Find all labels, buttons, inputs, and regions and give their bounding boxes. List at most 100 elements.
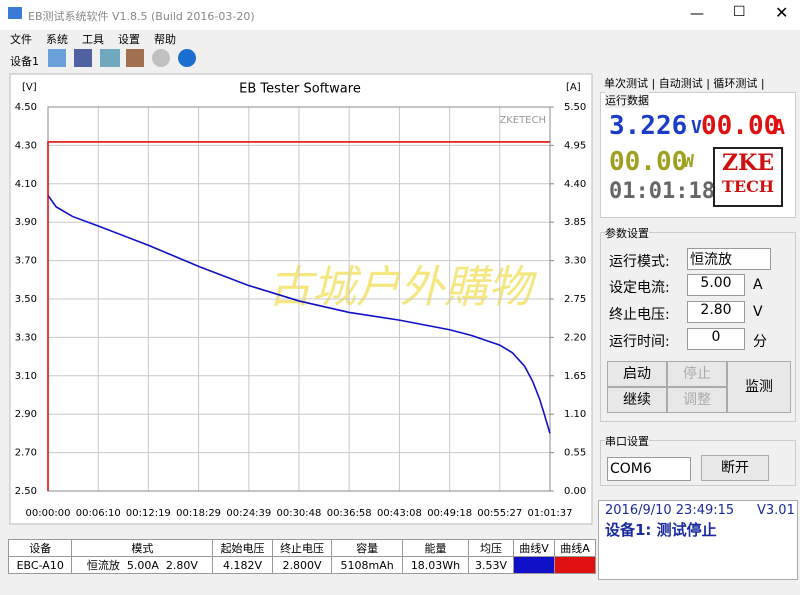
- y-tick-label: 2.50: [15, 486, 37, 497]
- time-input[interactable]: 0: [687, 328, 745, 350]
- menu-item[interactable]: 文件: [10, 33, 32, 46]
- param-label: 运行模式:: [609, 254, 670, 270]
- y-tick-label: 3.30: [15, 332, 37, 343]
- open-icon[interactable]: [48, 49, 66, 67]
- watermark: 古城户外購物: [268, 262, 538, 313]
- series-line: [47, 141, 550, 491]
- y-tick-label: 3.50: [15, 294, 37, 305]
- y-tick-label: 3.70: [15, 256, 37, 267]
- run-data-group: 运行数据 3.226 V 00.00 A 00.00 W 01:01:18 ZK…: [600, 92, 796, 218]
- port-select[interactable]: COM6: [607, 457, 691, 481]
- disconnect-button[interactable]: 断开: [701, 455, 769, 481]
- start-button[interactable]: 启动: [607, 361, 667, 387]
- power-display: 00.00: [609, 147, 688, 177]
- x-tick-label: 00:49:18: [427, 508, 472, 519]
- table-header: 模式: [71, 539, 214, 557]
- tools-icon[interactable]: [126, 49, 144, 67]
- menu-item[interactable]: 系统: [46, 33, 68, 46]
- color-swatch: [513, 556, 555, 574]
- logo: ZKE TECH: [713, 147, 783, 207]
- serial-group: 串口设置 COM6 断开: [600, 433, 796, 486]
- param-unit: V: [753, 304, 763, 320]
- x-tick-label: 00:55:27: [477, 508, 522, 519]
- status-message: 设备1: 测试停止: [605, 521, 717, 539]
- y-tick-label: 4.30: [15, 140, 37, 151]
- chart-icon[interactable]: [100, 49, 120, 67]
- voltage-display: 3.226: [609, 111, 688, 141]
- y-axis-label: [V]: [22, 82, 37, 93]
- mode-select[interactable]: 恒流放: [687, 248, 771, 270]
- table-cell: EBC-A10: [7, 556, 73, 574]
- power-unit: W: [683, 151, 694, 172]
- y-tick-label: 4.50: [15, 102, 37, 113]
- y-tick-label: 2.90: [15, 409, 37, 420]
- y2-tick-label: 1.65: [564, 371, 586, 382]
- continue-button[interactable]: 继续: [607, 387, 667, 413]
- voltage-unit: V: [691, 117, 702, 138]
- x-tick-label: 01:01:37: [528, 508, 573, 519]
- maximize[interactable]: ☐: [733, 4, 746, 20]
- adjust-button[interactable]: 调整: [667, 387, 727, 413]
- y2-axis-label: [A]: [566, 82, 581, 93]
- table-header: 曲线V: [513, 539, 555, 557]
- table-cell: 2.800V: [271, 556, 333, 574]
- y2-tick-label: 2.20: [564, 332, 586, 343]
- x-tick-label: 00:18:29: [176, 508, 221, 519]
- group-title: 运行数据: [605, 92, 649, 108]
- series-line: [47, 194, 551, 434]
- y-tick-label: 3.90: [15, 217, 37, 228]
- y2-tick-label: 4.95: [564, 140, 586, 151]
- close[interactable]: ✕: [775, 3, 789, 22]
- y-tick-label: 2.70: [15, 448, 37, 459]
- group-title: 参数设置: [605, 225, 649, 241]
- menu-item[interactable]: 设置: [118, 33, 140, 46]
- info-icon[interactable]: [178, 49, 196, 67]
- status-box: 2016/9/10 23:49:15 V3.01 设备1: 测试停止: [598, 500, 798, 580]
- y2-tick-label: 2.75: [564, 294, 586, 305]
- device-tab[interactable]: 设备1: [10, 55, 39, 68]
- param-unit: A: [753, 277, 763, 293]
- param-label: 终止电压:: [609, 307, 670, 323]
- table-header: 能量: [402, 539, 469, 557]
- table-header: 容量: [331, 539, 403, 557]
- current-input[interactable]: 5.00: [687, 274, 745, 296]
- menu-item[interactable]: 工具: [82, 33, 104, 46]
- y-tick-label: 4.10: [15, 179, 37, 190]
- table-cell: 4.182V: [212, 556, 273, 574]
- tab[interactable]: 自动测试: [658, 77, 703, 90]
- param-unit: 分: [753, 334, 767, 350]
- tab[interactable]: 单次测试: [604, 77, 648, 90]
- x-tick-label: 00:36:58: [327, 508, 372, 519]
- search-icon[interactable]: [152, 49, 170, 67]
- menu-item[interactable]: 帮助: [154, 33, 176, 46]
- y2-tick-label: 1.10: [564, 409, 586, 420]
- table-header: 起始电压: [212, 539, 273, 557]
- table-header: 设备: [7, 539, 73, 557]
- window-title: EB测试系统软件 V1.8.5 (Build 2016-03-20): [28, 10, 255, 23]
- voltage-input[interactable]: 2.80: [687, 301, 745, 323]
- title-bar: EB测试系统软件 V1.8.5 (Build 2016-03-20) — ☐ ✕: [0, 0, 800, 30]
- table-header: 曲线A: [554, 539, 596, 557]
- table-cell: 3.53V: [467, 556, 515, 574]
- y2-tick-label: 3.30: [564, 256, 586, 267]
- group-title: 串口设置: [605, 433, 649, 449]
- y2-tick-label: 4.40: [564, 179, 586, 190]
- logo-top: ZKE: [722, 150, 774, 176]
- x-tick-label: 00:30:48: [276, 508, 321, 519]
- time-display: 01:01:18: [609, 179, 715, 204]
- chart-title: EB Tester Software: [239, 82, 361, 97]
- current-unit: A: [773, 115, 786, 139]
- x-tick-label: 00:43:08: [377, 508, 422, 519]
- save-icon[interactable]: [74, 49, 92, 67]
- monitor-button[interactable]: 监测: [727, 361, 791, 413]
- stop-button[interactable]: 停止: [667, 361, 727, 387]
- minimize[interactable]: —: [690, 6, 704, 22]
- table-cell: 5108mAh: [331, 556, 403, 574]
- result-table: 设备 模式 起始电压 终止电压 容量 能量 均压 曲线V 曲线A EBC-A10 恒流放 5.00…: [7, 539, 596, 574]
- x-tick-label: 00:06:10: [76, 508, 121, 519]
- app-icon: [8, 7, 22, 19]
- table-header: 均压: [467, 539, 515, 557]
- tab[interactable]: 循环测试: [713, 77, 758, 90]
- param-label: 运行时间:: [609, 334, 670, 350]
